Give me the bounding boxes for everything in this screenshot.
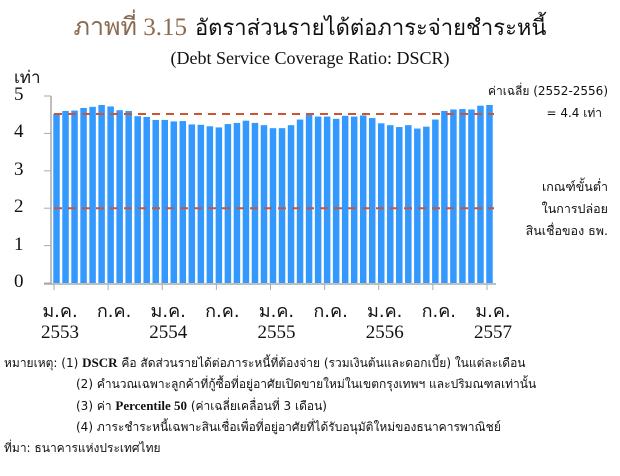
chart-subtitle: (Debt Service Coverage Ratio: DSCR) xyxy=(170,48,450,68)
bar xyxy=(242,120,250,284)
bar xyxy=(377,123,385,283)
x-tick-month: ก.ค. xyxy=(421,301,457,322)
title-text: อัตราส่วนรายได้ต่อภาระจ่ายชำระหนี้ xyxy=(194,16,547,41)
bar xyxy=(215,127,223,283)
bar xyxy=(89,106,96,283)
note-4: (4) ภาระชำระหนี้เฉพาะสินเชื่อเพื่อที่อยู… xyxy=(76,420,501,434)
bar xyxy=(53,113,60,284)
bar xyxy=(314,116,322,283)
y-tick-label: 3 xyxy=(14,158,24,180)
bar xyxy=(441,110,448,284)
bar xyxy=(251,122,259,283)
bar xyxy=(305,114,313,283)
bar xyxy=(414,128,421,283)
y-tick-label: 1 xyxy=(14,233,24,255)
average-label: ค่าเฉลี่ย (2552-2556) xyxy=(487,84,608,98)
bar xyxy=(179,121,187,283)
x-tick-month: ก.ค. xyxy=(96,301,132,322)
x-tick-month: ก.ค. xyxy=(313,301,348,322)
bar xyxy=(80,107,87,283)
note-1: หมายเหตุ: (1) DSCR คือ สัดส่วนรายได้ต่อภ… xyxy=(4,355,526,370)
bar xyxy=(188,124,196,283)
bar xyxy=(116,110,123,283)
threshold-label-2: ในการปล่อย xyxy=(541,201,608,216)
x-tick-month: ม.ค. xyxy=(150,301,186,322)
bar xyxy=(396,127,403,284)
threshold-label-3: สินเชื่อของ ธพ. xyxy=(525,223,608,238)
x-tick-year: 2557 xyxy=(473,322,512,343)
bar xyxy=(161,119,169,283)
bar xyxy=(152,119,159,283)
bar xyxy=(432,119,439,283)
bar xyxy=(224,124,232,283)
bar xyxy=(368,118,376,283)
x-tick-year: 2556 xyxy=(365,322,404,343)
bar xyxy=(125,110,132,284)
bar xyxy=(423,126,430,283)
bar xyxy=(450,109,457,284)
x-tick-month: ม.ค. xyxy=(258,301,295,322)
bar xyxy=(486,104,493,283)
threshold-annotation: เกณฑ์ขั้นต่ำ ในการปล่อย สินเชื่อของ ธพ. xyxy=(526,176,608,242)
x-tick-month: ม.ค. xyxy=(367,301,403,322)
bar xyxy=(296,119,304,283)
note-3: (3) ค่า Percentile 50 (ค่าเฉลี่ยเคลื่อนท… xyxy=(76,398,327,413)
bar xyxy=(405,125,412,283)
bar xyxy=(197,124,205,283)
bar xyxy=(206,126,214,283)
bar xyxy=(477,105,484,283)
footnotes: หมายเหตุ: (1) DSCR คือ สัดส่วนรายได้ต่อภ… xyxy=(4,352,536,459)
bar xyxy=(269,128,277,283)
bar xyxy=(287,125,295,283)
bar xyxy=(341,115,349,284)
bar xyxy=(387,125,394,283)
bar xyxy=(468,109,475,284)
bar xyxy=(459,109,466,283)
source-note: ที่มา: ธนาคารแห่งประเทศไทย xyxy=(4,441,161,455)
bar xyxy=(134,116,141,283)
x-tick-year: 2554 xyxy=(149,322,188,343)
note-2: (2) คำนวณเฉพาะลูกค้าที่กู้ซื้อที่อยู่อาศ… xyxy=(76,377,537,391)
bar xyxy=(170,121,178,283)
figure-number: ภาพที่ 3.15 xyxy=(73,14,188,41)
bar xyxy=(143,116,150,283)
y-tick-label: 4 xyxy=(14,121,24,143)
bar xyxy=(359,115,367,283)
threshold-label-1: เกณฑ์ขั้นต่ำ xyxy=(541,179,608,194)
y-tick-label: 0 xyxy=(14,271,24,292)
bar xyxy=(278,128,286,283)
x-tick-month: ม.ค. xyxy=(475,301,511,322)
x-tick-month: ก.ค. xyxy=(205,301,240,322)
bar xyxy=(62,110,69,284)
bar xyxy=(350,116,358,283)
average-value: = 4.4 เท่า xyxy=(546,106,602,120)
x-tick-year: 2553 xyxy=(41,322,79,343)
bar xyxy=(260,125,268,283)
bar xyxy=(233,122,241,283)
bar xyxy=(98,104,105,283)
bar xyxy=(71,110,78,283)
y-axis-unit: เท่า xyxy=(14,68,41,88)
x-tick-month: ม.ค. xyxy=(42,301,78,322)
bar xyxy=(323,116,331,283)
y-tick-label: 5 xyxy=(14,84,24,105)
y-tick-label: 2 xyxy=(14,196,24,218)
average-annotation: ค่าเฉลี่ย (2552-2556) = 4.4 เท่า xyxy=(488,80,608,124)
x-tick-year: 2555 xyxy=(257,322,296,343)
chart-title: ภาพที่ 3.15 อัตราส่วนรายได้ต่อภาระจ่ายชำ… xyxy=(0,10,620,46)
bar xyxy=(107,106,114,283)
bar xyxy=(332,118,340,284)
